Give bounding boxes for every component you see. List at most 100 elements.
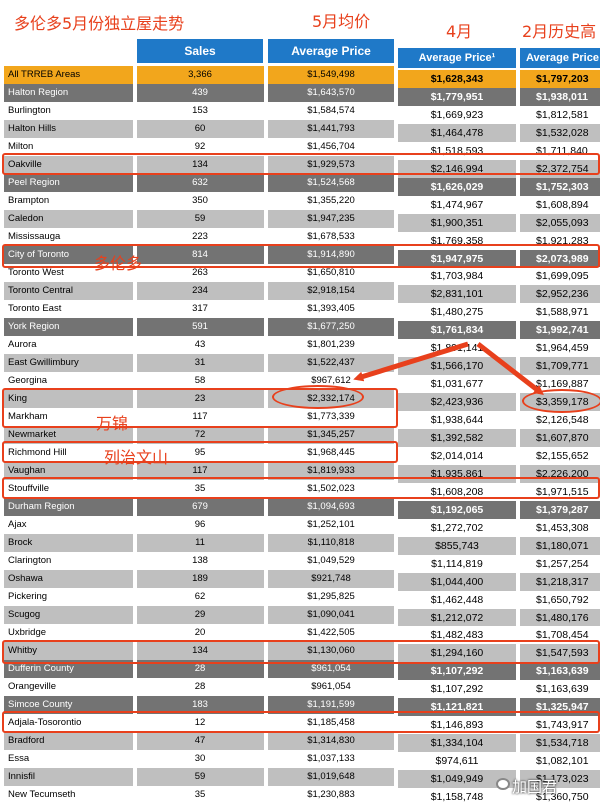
note-markham: 万锦 bbox=[96, 414, 129, 433]
table-row: Brampton 350 $1,355,220 bbox=[4, 192, 394, 210]
sales-value: 62 bbox=[194, 591, 206, 602]
april-price-value: $1,779,951 bbox=[398, 87, 516, 106]
table-row: Vaughan 117 $1,819,933 bbox=[4, 462, 394, 480]
column-separator bbox=[264, 336, 268, 354]
sales-value: 43 bbox=[194, 339, 206, 350]
wechat-icon bbox=[496, 778, 510, 790]
may-price-value: $1,929,573 bbox=[307, 159, 355, 170]
sales-value: 59 bbox=[194, 213, 206, 224]
column-separator bbox=[264, 354, 268, 372]
may-price-value: $1,295,825 bbox=[307, 591, 355, 602]
area-name: Whitby bbox=[8, 645, 38, 656]
may-price-value: $1,230,883 bbox=[307, 789, 355, 800]
may-title: 5月均价 bbox=[312, 12, 371, 31]
april-price-value: $1,628,343 bbox=[398, 70, 516, 88]
may-price-value: $1,090,041 bbox=[307, 609, 355, 620]
column-separator bbox=[264, 246, 268, 264]
april-price-value: $2,831,101 bbox=[398, 285, 516, 304]
sales-value: 134 bbox=[192, 645, 208, 656]
highlight-whitby bbox=[2, 640, 600, 664]
column-separator bbox=[133, 714, 137, 732]
sales-value: 632 bbox=[192, 177, 208, 188]
table-row: Toronto West 263 $1,650,810 bbox=[4, 264, 394, 282]
sales-value: 12 bbox=[194, 717, 206, 728]
sales-value: 30 bbox=[194, 753, 206, 764]
area-name: Brampton bbox=[8, 195, 50, 206]
feb-price-value: $1,992,741 bbox=[520, 321, 600, 340]
note-toronto: 多伦多 bbox=[94, 254, 143, 273]
may-price-value: $1,355,220 bbox=[307, 195, 355, 206]
arrow-to-king-may bbox=[353, 341, 469, 382]
sales-value: 138 bbox=[192, 555, 208, 566]
sales-value: 153 bbox=[192, 105, 208, 116]
may-price-value: $1,314,830 bbox=[307, 735, 355, 746]
may-price-value: $1,019,648 bbox=[307, 771, 355, 782]
column-separator bbox=[264, 390, 268, 408]
column-separator bbox=[133, 696, 137, 714]
column-separator bbox=[264, 408, 268, 426]
feb-price-value: $1,163,639 bbox=[520, 680, 600, 699]
table-row: Dufferin County 28 $961,054 bbox=[4, 660, 394, 678]
table-row: East Gwillimbury 31 $1,522,437 bbox=[4, 354, 394, 372]
table-row: Pickering 62 $1,295,825 bbox=[4, 588, 394, 606]
table-row: Oshawa 189 $921,748 bbox=[4, 570, 394, 588]
column-separator bbox=[133, 678, 137, 696]
may-price-value: $2,918,154 bbox=[307, 285, 355, 296]
table-row: Peel Region 632 $1,524,568 bbox=[4, 174, 394, 192]
table-row: Halton Region 439 $1,643,570 bbox=[4, 84, 394, 102]
sales-value: 59 bbox=[194, 771, 206, 782]
column-separator bbox=[133, 354, 137, 372]
area-name: Oshawa bbox=[8, 573, 43, 584]
column-separator bbox=[133, 426, 137, 444]
column-separator bbox=[264, 606, 268, 624]
may-price-value: $961,054 bbox=[311, 663, 351, 674]
table-row: New Tecumseth 35 $1,230,883 bbox=[4, 786, 394, 804]
area-name: Richmond Hill bbox=[8, 447, 67, 458]
may-price-value: $1,037,133 bbox=[307, 753, 355, 764]
feb-price-value: $1,173,023 bbox=[520, 770, 600, 789]
column-separator bbox=[133, 570, 137, 588]
april-price-value: $1,107,292 bbox=[398, 680, 516, 699]
sales-value: 28 bbox=[194, 681, 206, 692]
sales-value: 92 bbox=[194, 141, 206, 152]
sales-value: 350 bbox=[192, 195, 208, 206]
may-price-value: $1,643,570 bbox=[307, 87, 355, 98]
may-price-value: $1,968,445 bbox=[307, 447, 355, 458]
highlight-richmond-hill bbox=[2, 441, 398, 463]
table-row: Toronto Central 234 $2,918,154 bbox=[4, 282, 394, 300]
may-price-value: $1,502,023 bbox=[307, 483, 355, 494]
area-name: Ajax bbox=[8, 519, 27, 530]
area-name: Oakville bbox=[8, 159, 42, 170]
table-row: Richmond Hill 95 $1,968,445 bbox=[4, 444, 394, 462]
column-separator bbox=[133, 192, 137, 210]
may-price-value: $921,748 bbox=[311, 573, 351, 584]
column-separator bbox=[264, 372, 268, 390]
column-separator bbox=[264, 138, 268, 156]
feb-price-value: $1,812,581 bbox=[520, 105, 600, 124]
feb-price-value: $1,709,771 bbox=[520, 357, 600, 376]
may-price-value: $967,612 bbox=[311, 375, 351, 386]
april-price-value: $1,392,582 bbox=[398, 429, 516, 447]
column-separator bbox=[133, 246, 137, 264]
table-row: Mississauga 223 $1,678,533 bbox=[4, 228, 394, 246]
may-price-value: $1,773,339 bbox=[307, 411, 355, 422]
may-price-value: $1,801,239 bbox=[307, 339, 355, 350]
oval-king-may bbox=[272, 385, 364, 409]
column-separator bbox=[133, 282, 137, 300]
column-separator bbox=[133, 84, 137, 102]
table-row: Whitby 134 $1,130,060 bbox=[4, 642, 394, 660]
sales-value: 58 bbox=[194, 375, 206, 386]
table-row: York Region 591 $1,677,250 bbox=[4, 318, 394, 336]
table-row: Innisfil 59 $1,019,648 bbox=[4, 768, 394, 786]
column-separator bbox=[264, 84, 268, 102]
may-price-value: $1,549,498 bbox=[307, 69, 355, 80]
area-name: Orangeville bbox=[8, 681, 57, 692]
area-name: City of Toronto bbox=[8, 249, 70, 260]
april-price-value: $1,566,170 bbox=[398, 357, 516, 376]
column-separator bbox=[264, 318, 268, 336]
sales-value: 134 bbox=[192, 159, 208, 170]
table-row: All TRREB Areas 3,366 $1,549,498 bbox=[4, 66, 394, 84]
table-row: Burlington 153 $1,584,574 bbox=[4, 102, 394, 120]
area-name: Durham Region bbox=[8, 501, 75, 512]
sales-value: 263 bbox=[192, 267, 208, 278]
